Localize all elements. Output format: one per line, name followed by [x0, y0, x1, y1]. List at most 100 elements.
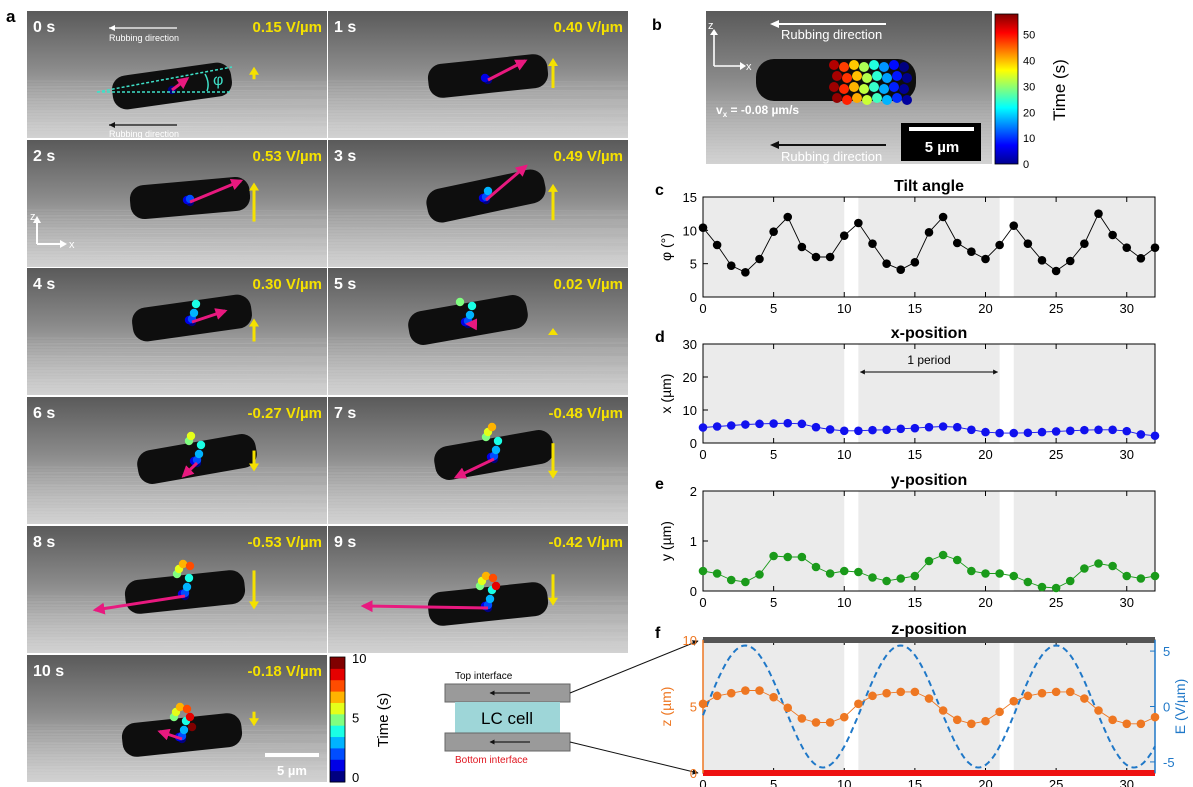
- rubbing-label-bottom: Rubbing direction: [109, 129, 179, 139]
- frame-field: 0.40 V/µm: [553, 19, 623, 36]
- trajectory-point: [187, 722, 197, 732]
- data-point: [882, 425, 891, 435]
- colorbar-b-label: Time (s): [1050, 59, 1069, 121]
- texture-line: [26, 511, 328, 514]
- texture-line: [327, 116, 629, 119]
- director-arrow: [181, 461, 199, 478]
- data-point: [1009, 221, 1019, 230]
- data-point: [967, 425, 976, 435]
- texture-line: [327, 351, 629, 354]
- texture-line: [26, 645, 328, 648]
- texture-line: [327, 232, 629, 235]
- data-point: [1065, 576, 1075, 586]
- texture-line: [26, 622, 328, 625]
- field-arrow-head: [249, 66, 259, 75]
- frame-time: 0 s: [33, 19, 55, 36]
- colorbar-a-tick: 0: [352, 770, 359, 785]
- data-point: [910, 571, 920, 581]
- x-tick-label: 10: [837, 301, 851, 316]
- trajectory-point: [882, 95, 892, 105]
- frame-field: 0.53 V/µm: [252, 148, 322, 165]
- x-tick-label: 15: [908, 777, 922, 787]
- x-tick-label: 5: [770, 595, 777, 610]
- colorbar-b: [994, 13, 1019, 165]
- trajectory-point: [879, 84, 889, 94]
- x-tick-label: 30: [1120, 447, 1134, 462]
- data-point: [1009, 428, 1019, 438]
- z-axis-head: [33, 216, 41, 223]
- data-point: [825, 718, 835, 727]
- texture-line: [327, 493, 629, 496]
- panel-label-b: b: [652, 17, 662, 34]
- panel-label-f: f: [655, 625, 661, 642]
- data-point: [698, 566, 708, 576]
- micrograph-frame: 6 s -0.27 V/µm: [26, 397, 328, 524]
- trajectory-point: [481, 571, 491, 581]
- bottom-interface-label: Bottom interface: [455, 755, 528, 766]
- data-point: [995, 569, 1004, 578]
- frame-field: 0.49 V/µm: [553, 148, 623, 165]
- data-point: [712, 240, 722, 250]
- trajectory-point: [869, 60, 879, 70]
- data-point: [825, 425, 835, 434]
- shaded-period: [1013, 491, 1155, 591]
- texture-line: [26, 245, 328, 248]
- trajectory-point: [191, 299, 201, 309]
- chart-title: Tilt angle: [894, 178, 964, 195]
- texture-line: [26, 387, 328, 390]
- frame-field: -0.18 V/µm: [247, 663, 322, 680]
- micrograph-frame: 5 s 0.02 V/µm: [327, 268, 629, 395]
- data-point: [1051, 687, 1061, 697]
- data-point: [1136, 254, 1146, 263]
- rubbing-label-bottom: Rubbing direction: [781, 149, 882, 164]
- data-point: [924, 556, 934, 566]
- texture-line: [26, 769, 328, 772]
- data-point: [1094, 425, 1103, 435]
- data-point: [1136, 719, 1146, 729]
- trajectory-point: [465, 310, 475, 320]
- phi-symbol: φ: [213, 72, 223, 89]
- texture-line: [327, 640, 629, 643]
- axis-z-label: z: [708, 20, 714, 32]
- trajectory-point: [869, 82, 879, 92]
- x-tick-label: 15: [908, 447, 922, 462]
- colorbar-a-segment: [330, 736, 345, 749]
- data-point: [952, 238, 962, 248]
- data-point: [1122, 426, 1132, 436]
- data-point: [952, 715, 962, 725]
- data-point: [981, 569, 990, 578]
- data-point: [726, 421, 736, 430]
- data-point: [882, 576, 891, 586]
- trajectory-point: [175, 702, 185, 712]
- texture-line: [327, 236, 629, 239]
- micrograph-frame: 9 s -0.42 V/µm: [327, 526, 629, 653]
- trajectory-point: [872, 71, 882, 81]
- tilt-arc: [204, 73, 209, 92]
- data-point: [896, 265, 906, 274]
- x-tick-label: 25: [1049, 777, 1063, 787]
- trajectory-point: [455, 297, 465, 307]
- texture-line: [327, 502, 629, 505]
- data-point: [1150, 243, 1160, 252]
- colorbar-b-tick: 0: [1023, 159, 1029, 171]
- x-tick-label: 25: [1049, 595, 1063, 610]
- frame-time: 3 s: [334, 148, 356, 165]
- x-tick-label: 30: [1120, 777, 1134, 787]
- data-point: [854, 218, 863, 228]
- texture-line: [327, 387, 629, 390]
- shaded-period: [1013, 640, 1155, 773]
- data-point: [1108, 425, 1117, 435]
- texture-line: [26, 360, 328, 363]
- data-point: [839, 566, 849, 576]
- data-point: [854, 567, 863, 577]
- frame-field: 0.30 V/µm: [252, 276, 322, 293]
- x-tick-label: 5: [770, 301, 777, 316]
- texture-line: [26, 609, 328, 612]
- data-point: [1023, 428, 1033, 438]
- data-point: [1094, 209, 1103, 218]
- data-point: [783, 552, 793, 562]
- texture-line: [26, 516, 328, 519]
- field-arrow-head: [548, 58, 558, 66]
- velocity-label: vx = -0.08 µm/s: [716, 103, 799, 119]
